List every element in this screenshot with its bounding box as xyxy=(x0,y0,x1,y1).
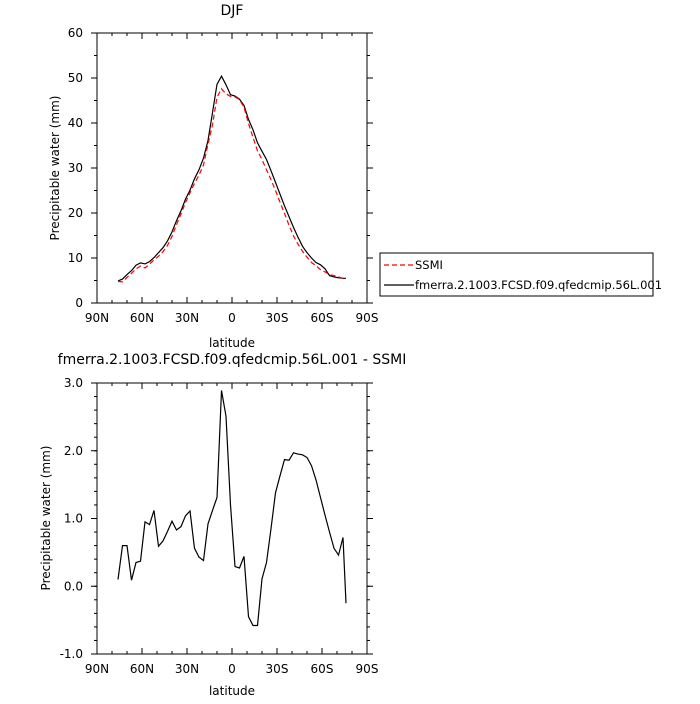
panel-1-y-tick-label: 0 xyxy=(75,296,83,310)
panel-1-ticks: 90N 60N 30N 0 30S 60S 90S 0 10 20 30 40 50 60 xyxy=(68,26,379,325)
panel-2-x-tick-label: 0 xyxy=(228,662,236,676)
panel-1-y-tick-label: 20 xyxy=(68,206,83,220)
panel-2-series-difference xyxy=(117,390,347,627)
panel-1-zonal-mean: DJF latitude Precipitable water (mm) 90N… xyxy=(48,3,378,350)
panel-2-ticks: 90N 60N 30N 0 30S 60S 90S -1.0 0.0 1.0 2.0 3.0 xyxy=(60,376,379,676)
panel-2-series xyxy=(117,390,347,627)
legend-label-ssmi: SSMI xyxy=(415,258,443,272)
panel-2-x-tick-label: 90N xyxy=(85,662,109,676)
panel-2-y-tick-label: -1.0 xyxy=(60,647,83,661)
panel-1-x-tick-label: 30S xyxy=(266,311,289,325)
panel-2-plot-frame xyxy=(96,382,368,655)
panel-2-y-tick-label: 2.0 xyxy=(64,444,83,458)
panel-1-x-tick-label: 60S xyxy=(311,311,334,325)
panel-1-x-tick-label: 90S xyxy=(356,311,379,325)
panel-2-x-tick-label: 30N xyxy=(175,662,199,676)
legend-label-model: fmerra.2.1003.FCSD.f09.qfedcmip.56L.001 xyxy=(415,278,662,292)
panel-1-title: DJF xyxy=(221,3,244,19)
panel-2-y-tick-label: 0.0 xyxy=(64,579,83,593)
panel-2-difference: fmerra.2.1003.FCSD.f09.qfedcmip.56L.001 … xyxy=(39,352,406,698)
panel-1-y-tick-label: 40 xyxy=(68,116,83,130)
panel-1-y-tick-label: 10 xyxy=(68,251,83,265)
panel-2-title: fmerra.2.1003.FCSD.f09.qfedcmip.56L.001 … xyxy=(58,352,407,368)
panel-2-x-axis-label: latitude xyxy=(209,684,255,698)
panel-2-x-tick-label: 60N xyxy=(130,662,154,676)
panel-1-y-tick-label: 30 xyxy=(68,161,83,175)
panel-1-y-tick-label: 60 xyxy=(68,26,83,40)
panel-2-y-axis-label: Precipitable water (mm) xyxy=(39,446,53,591)
panel-1-x-tick-label: 0 xyxy=(228,311,236,325)
panel-2-y-tick-label: 1.0 xyxy=(64,512,83,526)
panel-1-y-axis-label: Precipitable water (mm) xyxy=(48,96,62,241)
legend: SSMI fmerra.2.1003.FCSD.f09.qfedcmip.56L… xyxy=(379,252,662,297)
panel-1-series-ssmi xyxy=(117,87,347,283)
panel-1-plot-frame xyxy=(96,32,368,304)
panel-1-y-tick-label: 50 xyxy=(68,71,83,85)
panel-1-x-tick-label: 60N xyxy=(130,311,154,325)
panel-1-x-tick-label: 90N xyxy=(85,311,109,325)
panel-2-y-tick-label: 3.0 xyxy=(64,376,83,390)
panel-1-series xyxy=(117,74,347,283)
panel-1-x-axis-label: latitude xyxy=(209,336,255,350)
panel-2-x-tick-label: 60S xyxy=(311,662,334,676)
panel-2-x-tick-label: 90S xyxy=(356,662,379,676)
panel-1-series-fmerra-2-1003-fcsd-f09-qfedcmip-56l-001 xyxy=(117,74,346,282)
panel-1-x-tick-label: 30N xyxy=(175,311,199,325)
panel-2-x-tick-label: 30S xyxy=(266,662,289,676)
legend-box xyxy=(379,252,654,297)
